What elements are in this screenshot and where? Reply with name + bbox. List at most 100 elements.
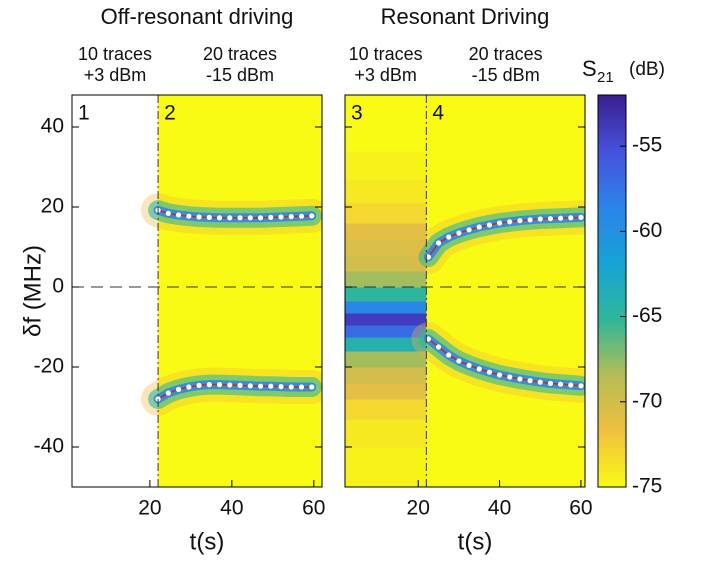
- data-point: [227, 215, 233, 221]
- data-point: [165, 210, 171, 216]
- data-point: [257, 215, 264, 221]
- panel-number: 3: [351, 102, 363, 125]
- colorbar-tick-label: -55: [632, 134, 662, 157]
- heat-cell: [345, 287, 427, 302]
- heat-cell: [345, 123, 427, 152]
- y-tick-label: 40: [41, 115, 64, 138]
- data-point: [466, 362, 472, 368]
- colorbar-tick-label: -70: [632, 389, 662, 412]
- panel-number: 1: [78, 102, 90, 125]
- data-point: [309, 384, 315, 390]
- data-point: [186, 384, 192, 390]
- fit-line: [427, 338, 581, 387]
- colorbar-tick-label: -75: [632, 475, 662, 498]
- heat-cell: [345, 313, 427, 326]
- data-point: [298, 213, 305, 219]
- segment-label: +3 dBm: [354, 65, 417, 85]
- segment-label: 20 traces: [469, 44, 543, 64]
- frame: [71, 94, 323, 488]
- data-point: [425, 336, 431, 342]
- segment-label: 20 traces: [203, 44, 277, 64]
- data-point: [496, 372, 503, 378]
- heat-cell: [345, 151, 427, 180]
- data-point: [476, 366, 482, 372]
- heat-cell: [345, 223, 427, 240]
- data-point: [278, 384, 284, 390]
- data-point: [466, 227, 472, 233]
- data-point: [547, 380, 554, 386]
- data-point: [165, 390, 171, 396]
- data-point: [517, 376, 523, 382]
- x-tick-label: 60: [569, 497, 592, 520]
- data-point: [268, 214, 274, 220]
- background: [158, 95, 322, 487]
- data-point: [476, 224, 482, 230]
- data-point: [237, 215, 243, 221]
- x-tick-label: 40: [488, 497, 511, 520]
- data-point: [288, 214, 294, 220]
- heat-cell: [345, 271, 427, 288]
- x-axis-label: t(s): [458, 528, 493, 555]
- panel-number: 4: [432, 102, 444, 125]
- data-point: [547, 216, 554, 222]
- data-point: [425, 254, 431, 260]
- data-point: [578, 214, 584, 220]
- fit-line: [157, 209, 312, 219]
- segment-label: +3 dBm: [84, 65, 147, 85]
- data-point: [227, 382, 233, 388]
- heat-cell: [345, 203, 427, 224]
- panel-title: Resonant Driving: [381, 4, 550, 29]
- segment-label: 10 traces: [349, 44, 423, 64]
- background: [426, 95, 585, 487]
- heat-cell: [345, 419, 427, 448]
- heat-cell: [345, 179, 427, 204]
- x-tick-label: 20: [407, 497, 430, 520]
- data-point: [288, 384, 294, 390]
- y-tick-label: -40: [34, 435, 64, 458]
- data-point: [175, 212, 182, 218]
- y-tick-label: 0: [52, 275, 64, 298]
- data-point: [216, 215, 223, 221]
- data-point: [486, 369, 493, 375]
- data-point: [537, 379, 543, 385]
- colorbar-tick-label: -65: [632, 304, 662, 327]
- x-axis-label: t(s): [190, 528, 225, 555]
- data-point: [517, 218, 523, 224]
- data-point: [557, 381, 564, 387]
- y-axis-label: δf (MHz): [19, 245, 46, 337]
- frame: [344, 94, 586, 488]
- data-point: [496, 220, 503, 226]
- y-tick-label: -20: [34, 355, 64, 378]
- data-point: [206, 214, 212, 220]
- x-tick-label: 20: [138, 497, 161, 520]
- segment-label: 10 traces: [78, 44, 152, 64]
- data-point: [206, 382, 212, 388]
- heat-cell: [345, 351, 427, 368]
- data-point: [278, 214, 284, 220]
- y-tick-label: 20: [41, 195, 64, 218]
- heat-cell: [345, 337, 427, 352]
- heat-cell: [345, 301, 427, 314]
- data-point: [507, 219, 513, 225]
- panel-number: 2: [164, 102, 176, 125]
- heat-cell: [345, 239, 427, 256]
- fit-line: [157, 383, 312, 400]
- data-point: [247, 383, 253, 389]
- heat-cell: [345, 95, 427, 124]
- data-point: [309, 213, 315, 219]
- data-point: [257, 383, 264, 389]
- data-point: [578, 383, 584, 389]
- data-point: [186, 213, 192, 219]
- data-point: [507, 374, 513, 380]
- data-point: [537, 216, 543, 222]
- heat-cell: [345, 367, 427, 384]
- segment-label: -15 dBm: [206, 65, 274, 85]
- data-point: [527, 217, 533, 223]
- data-point: [196, 214, 202, 220]
- data-point: [446, 234, 452, 240]
- colorbar-label: (dB): [629, 59, 665, 80]
- data-point: [237, 382, 243, 388]
- fit-line: [427, 216, 581, 258]
- plot-area: [141, 95, 322, 487]
- colorbar-label: S: [582, 56, 597, 81]
